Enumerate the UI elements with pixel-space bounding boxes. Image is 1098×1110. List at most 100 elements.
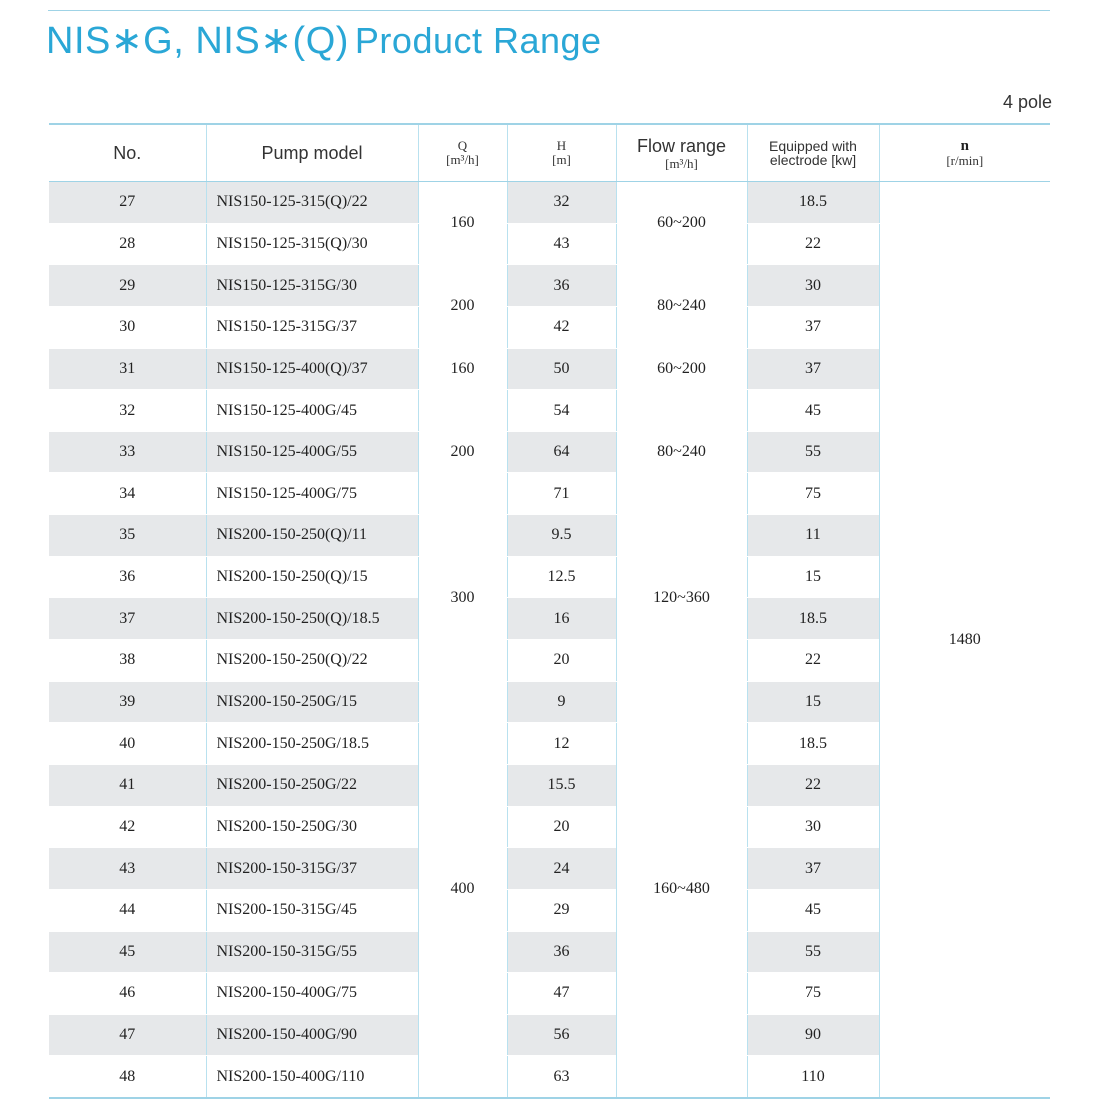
header-model: Pump model <box>205 123 418 182</box>
cell-q: 300 <box>417 514 507 682</box>
cell-no: 44 <box>49 889 206 932</box>
cell-no: 29 <box>49 264 206 307</box>
cell-no: 34 <box>49 472 206 516</box>
cell-model: NIS200-150-250(Q)/22 <box>205 639 418 682</box>
cell-power: 37 <box>746 306 879 349</box>
table-row: 47 NIS200-150-400G/90 56 90 <box>49 1014 1050 1057</box>
cell-q: 400 <box>417 680 507 1100</box>
header-n: n [r/min] <box>878 123 1050 182</box>
cell-speed: 1480 <box>878 181 1050 1100</box>
cell-model: NIS200-150-315G/45 <box>205 889 418 932</box>
cell-power: 22 <box>746 764 879 807</box>
cell-power: 110 <box>746 1055 879 1100</box>
cell-no: 42 <box>49 806 206 849</box>
cell-no: 37 <box>49 597 206 641</box>
cell-power: 75 <box>746 972 879 1015</box>
cell-h: 50 <box>506 347 616 391</box>
cell-power: 37 <box>746 847 879 890</box>
header-flow-unit: [m³/h] <box>665 155 698 171</box>
table-row: 42 NIS200-150-250G/30 20 30 <box>49 806 1050 849</box>
table-row: 36 NIS200-150-250(Q)/15 12.5 15 <box>49 556 1050 599</box>
cell-model: NIS150-125-400G/75 <box>205 472 418 516</box>
table-row: 35 NIS200-150-250(Q)/11 300 9.5 120~360 … <box>49 514 1050 682</box>
cell-flow: 80~240 <box>615 389 747 516</box>
cell-power: 30 <box>746 806 879 849</box>
cell-power: 15 <box>746 556 879 599</box>
header-row: No. Pump model Q [m³/h] H [m] Flow range [m… <box>49 123 1050 182</box>
table-row: 34 NIS150-125-400G/75 71 75 <box>49 472 1050 516</box>
cell-q: 160 <box>417 181 507 266</box>
cell-no: 32 <box>49 389 206 432</box>
title-product-range: Product Range <box>354 20 602 61</box>
cell-no: 45 <box>49 931 206 974</box>
table-row: 45 NIS200-150-315G/55 36 55 <box>49 931 1050 974</box>
header-flow: Flow range [m³/h] <box>615 123 747 182</box>
cell-h: 9.5 <box>506 514 616 557</box>
cell-h: 20 <box>506 639 616 682</box>
cell-no: 35 <box>49 514 206 557</box>
header-no: No. <box>49 123 206 182</box>
pole-label: 4 pole <box>1002 92 1052 112</box>
cell-h: 47 <box>506 972 616 1015</box>
header-q-letter: Q <box>457 138 468 153</box>
header-q: Q [m³/h] <box>417 123 507 182</box>
cell-flow: 60~200 <box>615 347 747 391</box>
header-flow-label: Flow range <box>636 135 727 156</box>
cell-power: 18.5 <box>746 597 879 641</box>
cell-model: NIS200-150-400G/90 <box>205 1014 418 1057</box>
cell-flow: 80~240 <box>615 264 747 349</box>
cell-no: 47 <box>49 1014 206 1057</box>
cell-h: 43 <box>506 223 616 266</box>
header-n-unit: [r/min] <box>946 153 984 168</box>
cell-flow: 120~360 <box>615 514 747 682</box>
cell-model: NIS150-125-315(Q)/22 <box>205 181 418 224</box>
cell-no: 48 <box>49 1055 206 1100</box>
cell-no: 40 <box>49 722 206 765</box>
cell-h: 15.5 <box>506 764 616 807</box>
table-row: 44 NIS200-150-315G/45 29 45 <box>49 889 1050 932</box>
cell-h: 16 <box>506 597 616 641</box>
cell-model: NIS150-125-315G/37 <box>205 306 418 349</box>
cell-model: NIS200-150-315G/55 <box>205 931 418 974</box>
cell-model: NIS200-150-250(Q)/15 <box>205 556 418 599</box>
product-range-table: No. Pump model Q [m³/h] H [m] Flow range [m… <box>49 123 1050 1100</box>
cell-model: NIS150-125-400(Q)/37 <box>205 347 418 391</box>
cell-model: NIS200-150-250(Q)/11 <box>205 514 418 557</box>
table-row: 48 NIS200-150-400G/110 63 110 <box>49 1055 1050 1100</box>
cell-model: NIS150-125-315G/30 <box>205 264 418 307</box>
cell-model: NIS150-125-400G/45 <box>205 389 418 432</box>
table-row: 37 NIS200-150-250(Q)/18.5 16 18.5 <box>49 597 1050 641</box>
table-row: 40 NIS200-150-250G/18.5 12 18.5 <box>49 722 1050 765</box>
cell-h: 71 <box>506 472 616 516</box>
cell-flow: 60~200 <box>615 181 747 266</box>
cell-no: 46 <box>49 972 206 1015</box>
cell-h: 63 <box>506 1055 616 1100</box>
cell-no: 27 <box>49 181 206 224</box>
table-row: 39 NIS200-150-250G/15 400 9 160~480 15 <box>49 680 1050 1100</box>
cell-h: 12.5 <box>506 556 616 599</box>
cell-power: 18.5 <box>746 181 879 224</box>
header-no-label: No. <box>113 142 142 163</box>
cell-q: 160 <box>417 347 507 391</box>
cell-h: 12 <box>506 722 616 765</box>
cell-h: 36 <box>506 931 616 974</box>
top-rule <box>48 10 1050 11</box>
cell-h: 56 <box>506 1014 616 1057</box>
page-title: NIS∗G, NIS∗(Q) Product Range <box>46 18 602 63</box>
header-h-unit: [m] <box>552 152 571 167</box>
cell-no: 33 <box>49 431 206 474</box>
cell-h: 54 <box>506 389 616 432</box>
table-row: 32 NIS150-125-400G/45 200 54 80~240 45 <box>49 389 1050 516</box>
cell-model: NIS200-150-250(Q)/18.5 <box>205 597 418 641</box>
cell-power: 18.5 <box>746 722 879 765</box>
cell-no: 38 <box>49 639 206 682</box>
cell-model: NIS150-125-315(Q)/30 <box>205 223 418 266</box>
title-models: NIS∗G, NIS∗(Q) <box>46 20 349 62</box>
cell-model: NIS200-150-250G/30 <box>205 806 418 849</box>
cell-model: NIS200-150-250G/15 <box>205 680 418 724</box>
table-row: 38 NIS200-150-250(Q)/22 20 22 <box>49 639 1050 682</box>
header-model-label: Pump model <box>261 142 363 163</box>
cell-model: NIS200-150-315G/37 <box>205 847 418 890</box>
cell-no: 43 <box>49 847 206 890</box>
cell-q: 200 <box>417 389 507 516</box>
